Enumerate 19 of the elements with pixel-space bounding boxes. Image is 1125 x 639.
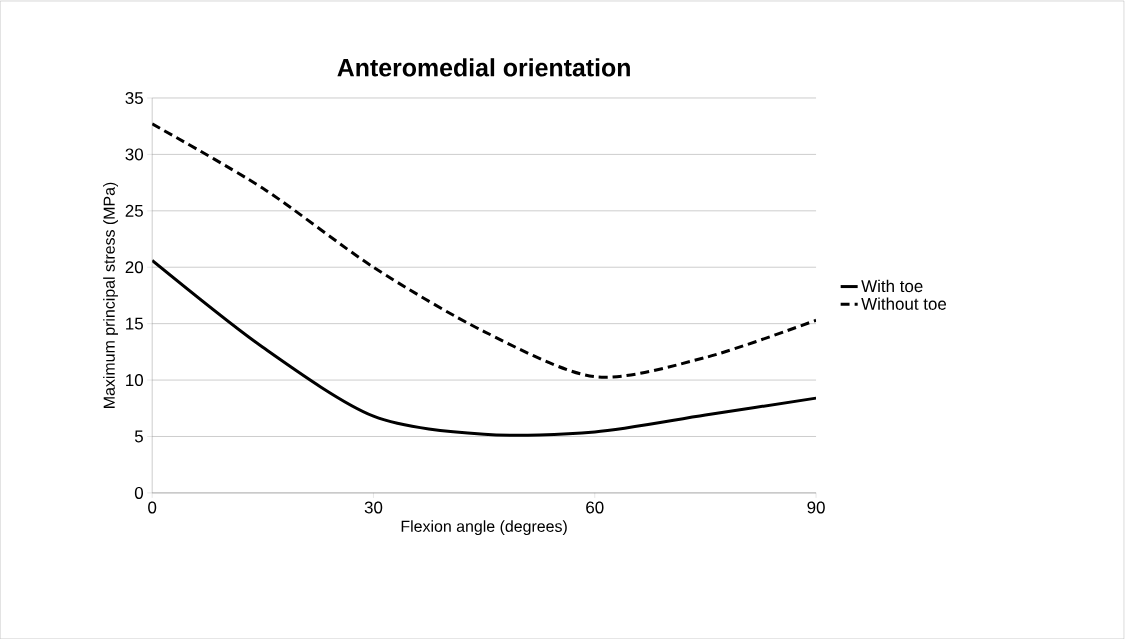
- y-tick-label: 35: [125, 91, 143, 104]
- y-tick-label: 20: [125, 261, 143, 274]
- y-tick-label: 25: [125, 204, 143, 217]
- x-tick-label: 90: [807, 501, 825, 514]
- legend-label: With toe: [861, 279, 923, 293]
- legend-label: Without toe: [861, 297, 947, 310]
- x-tick-label: 30: [364, 501, 383, 514]
- x-axis-title: Flexion angle (degrees): [401, 520, 567, 536]
- y-tick-label: 30: [125, 148, 143, 161]
- y-tick-label: 0: [134, 486, 144, 499]
- chart-title: Anteromedial orientation: [337, 58, 630, 77]
- x-tick-label: 0: [148, 501, 157, 514]
- line-series: [152, 122, 817, 379]
- line-series: [152, 258, 817, 437]
- y-tick-label: 5: [134, 430, 143, 443]
- x-tick-label: 60: [586, 501, 604, 514]
- y-tick-label: 10: [126, 374, 143, 387]
- y-tick-label: 15: [126, 317, 143, 330]
- y-axis-title: Maximum principal stress (MPa): [103, 182, 118, 408]
